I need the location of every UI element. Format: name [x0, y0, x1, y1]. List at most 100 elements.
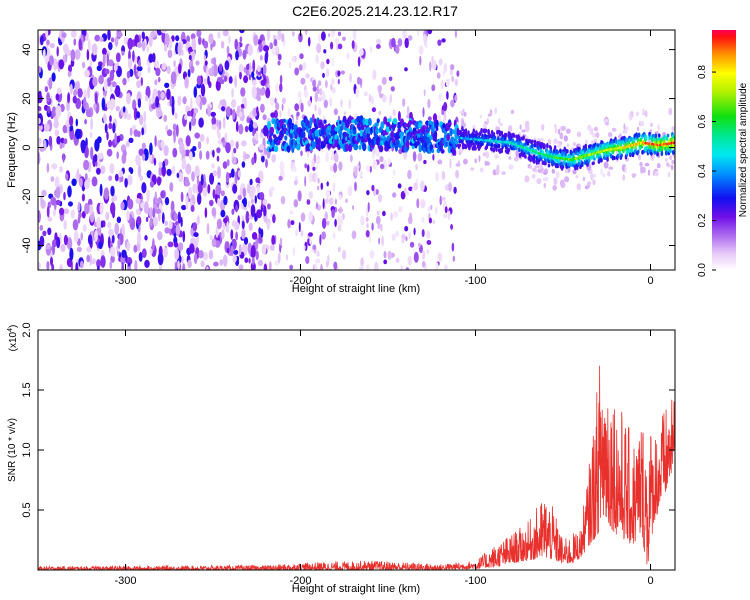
heatmap-cell: [624, 126, 629, 131]
heatmap-cell: [667, 171, 671, 178]
heatmap-cell: [314, 104, 317, 112]
heatmap-cell: [602, 173, 605, 178]
heatmap-cell: [208, 249, 214, 260]
heatmap-cell: [136, 111, 141, 119]
heatmap-cell: [607, 132, 613, 138]
heatmap-cell: [99, 202, 104, 215]
heatmap-cell: [256, 95, 261, 102]
heatmap-cell: [501, 171, 506, 175]
heatmap-cell: [165, 124, 169, 133]
heatmap-cell: [639, 162, 643, 167]
heatmap-cell: [307, 36, 311, 47]
heatmap-cell: [551, 168, 555, 174]
heatmap-cell: [103, 113, 107, 124]
heatmap-cell: [133, 129, 139, 137]
heatmap-cell: [234, 38, 238, 50]
heatmap-cell: [173, 212, 178, 222]
heatmap-cell: [325, 68, 330, 77]
heatmap-cell: [451, 148, 456, 156]
heatmap-cell: [250, 261, 256, 270]
heatmap-cell: [279, 74, 283, 85]
heatmap-cell: [330, 30, 336, 38]
heatmap-cell: [180, 216, 183, 228]
heatmap-cell: [172, 123, 177, 131]
heatmap-cell: [339, 125, 344, 131]
heatmap-cell: [437, 252, 443, 262]
heatmap-cell: [129, 127, 133, 136]
heatmap-cell: [455, 169, 460, 179]
heatmap-cell: [270, 96, 275, 106]
heatmap-cell: [195, 95, 201, 105]
heatmap-cell: [383, 259, 388, 265]
heatmap-cell: [77, 201, 81, 212]
heatmap-cell: [75, 118, 79, 127]
heatmap-cell: [144, 235, 148, 241]
heatmap-cell: [445, 78, 450, 88]
colorbar-tick-label: 0.8: [697, 65, 708, 79]
heatmap-cell: [375, 189, 379, 195]
heatmap-cell: [76, 246, 82, 253]
heatmap-cell: [273, 145, 279, 152]
heatmap-cell: [458, 143, 462, 148]
heatmap-cell: [282, 118, 286, 123]
heatmap-cell: [201, 96, 207, 106]
heatmap-cell: [351, 40, 355, 50]
heatmap-cell: [127, 266, 132, 270]
heatmap-cell: [277, 30, 282, 41]
heatmap-cell: [97, 136, 102, 144]
heatmap-cell: [331, 57, 334, 67]
heatmap-cell: [582, 176, 586, 182]
heatmap-cell: [298, 222, 301, 233]
heatmap-cell: [54, 176, 60, 189]
heatmap-cell: [486, 117, 489, 124]
heatmap-cell: [93, 153, 98, 163]
heatmap-cell: [96, 65, 102, 72]
heatmap-cell: [217, 197, 221, 207]
heatmap-cell: [249, 186, 255, 198]
heatmap-cell: [38, 123, 43, 132]
heatmap-cell: [423, 89, 426, 97]
heatmap-cell: [198, 117, 204, 128]
heatmap-cell: [235, 121, 239, 133]
heatmap-cell: [459, 110, 463, 114]
heatmap-cell: [337, 143, 341, 149]
heatmap-cell: [84, 69, 90, 78]
heatmap-cell: [322, 198, 325, 210]
heatmap-cell: [593, 126, 599, 132]
y-tick-label: -20: [21, 189, 33, 205]
heatmap-cell: [128, 137, 134, 143]
heatmap-cell: [559, 132, 564, 140]
heatmap-cell: [387, 250, 392, 260]
heatmap-cell: [93, 103, 97, 111]
heatmap-cell: [424, 186, 427, 192]
heatmap-cell: [432, 154, 435, 161]
heatmap-cell: [392, 109, 396, 116]
heatmap-cell: [200, 173, 204, 186]
heatmap-cell: [325, 198, 329, 204]
heatmap-cell: [413, 182, 418, 191]
heatmap-cell: [420, 180, 425, 192]
heatmap-cell: [304, 30, 308, 36]
heatmap-cell: [423, 36, 426, 46]
heatmap-cell: [47, 105, 51, 114]
heatmap-cell: [326, 181, 329, 187]
heatmap-cell: [323, 99, 328, 109]
heatmap-cell: [416, 30, 420, 36]
heatmap-cell: [224, 75, 228, 82]
heatmap-cell: [153, 157, 157, 166]
heatmap-cell: [216, 218, 222, 230]
heatmap-cell: [640, 120, 645, 127]
heatmap-cell: [121, 223, 126, 237]
heatmap-cell: [296, 136, 301, 145]
heatmap-cell: [109, 246, 116, 257]
heatmap-cell: [376, 118, 380, 124]
heatmap-cell: [330, 41, 334, 50]
heatmap-cell: [51, 106, 57, 117]
heatmap-cell: [262, 199, 268, 206]
heatmap-cell: [42, 48, 46, 59]
heatmap-cell: [619, 142, 623, 147]
heatmap-cell: [195, 60, 200, 66]
heatmap-cell: [584, 143, 588, 149]
heatmap-cell: [365, 216, 369, 223]
heatmap-cell: [69, 247, 74, 261]
